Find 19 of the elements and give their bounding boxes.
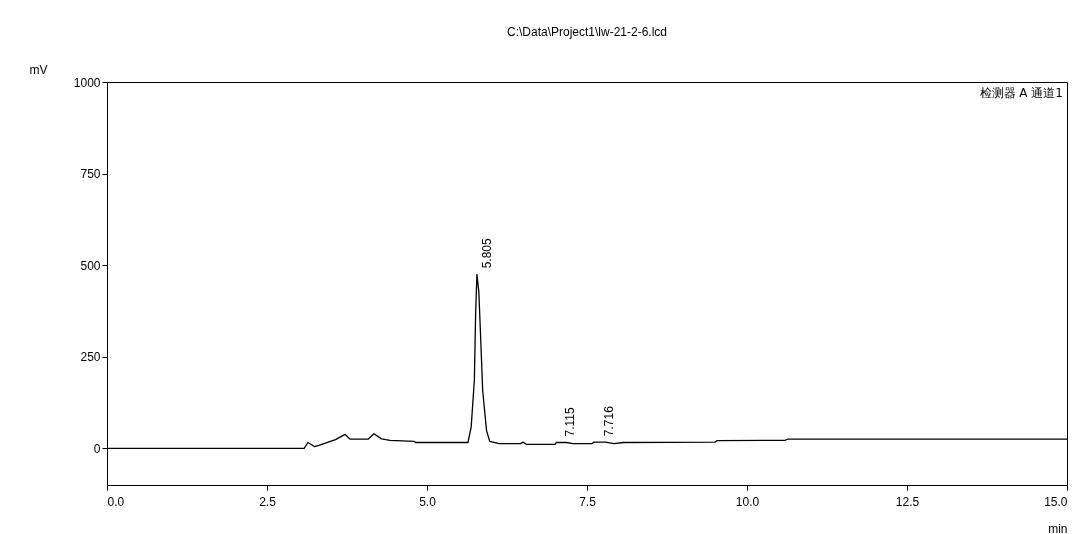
annotation: 7.115 [563,407,578,437]
y-tick-label: 500 [80,258,101,273]
y-tick-label: 0 [93,441,101,456]
chart-title: C:\Data\Project1\lw-21-2-6.lcd [506,25,668,39]
annotation: 7.716 [601,405,616,437]
x-tick-label: 10.0 [735,494,760,509]
x-tick-label: 2.5 [259,494,277,509]
x-tick-label: 12.5 [895,494,920,509]
y-axis-title: mV [29,62,48,77]
x-tick-label: 5.0 [419,494,437,509]
annotation: 检测器 A 通道1 [979,86,1063,100]
y-tick-label: 250 [80,350,101,365]
x-tick-label: 0.0 [107,494,125,509]
y-tick-label: 1000 [73,75,101,90]
x-axis-title: min [1048,521,1068,534]
annotation: 5.805 [479,237,494,269]
x-tick-label: 7.5 [579,494,597,509]
y-tick-label: 750 [80,167,101,182]
x-tick-label: 15.0 [1044,494,1068,509]
